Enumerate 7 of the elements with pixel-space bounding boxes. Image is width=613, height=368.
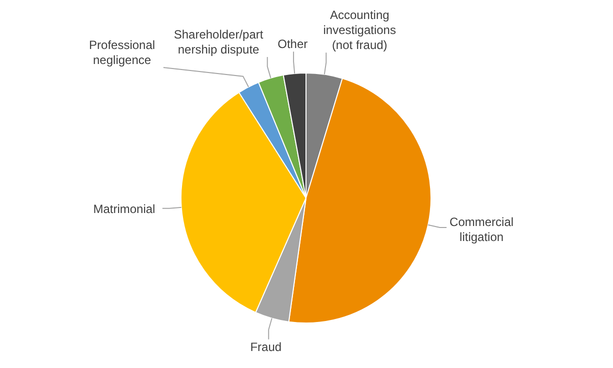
slice-label: Fraud	[250, 340, 282, 354]
slice-label: Matrimonial	[93, 202, 156, 216]
slice-label: Accounting investigations (not fraud)	[323, 8, 396, 52]
slice-label: Professional negligence	[89, 38, 156, 67]
slice-label: Other	[278, 37, 308, 52]
slice-label: Shareholder/partnership dispute	[174, 27, 264, 56]
slice-label: Commercial litigation	[450, 215, 514, 244]
